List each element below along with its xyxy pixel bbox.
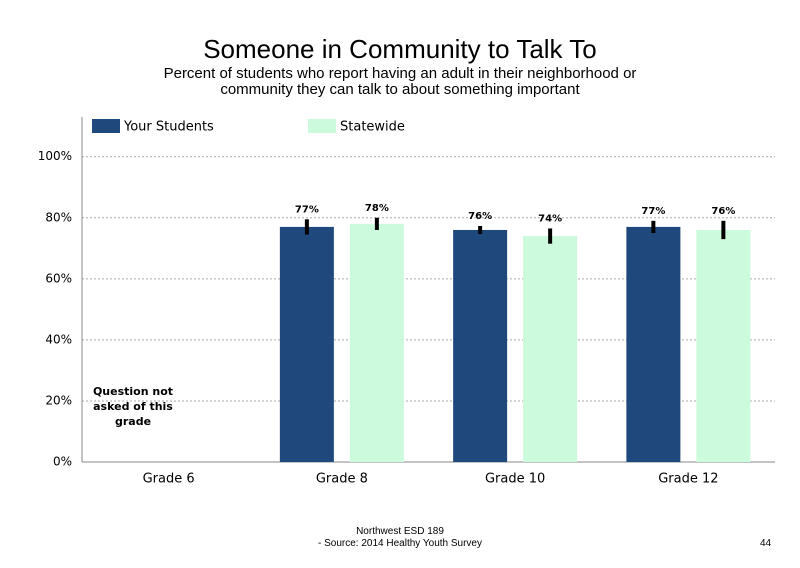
- bar: [523, 236, 578, 462]
- data-label: 78%: [365, 203, 389, 214]
- x-tick-label: Grade 6: [143, 472, 195, 487]
- data-label: 76%: [711, 206, 735, 217]
- bar: [279, 226, 334, 462]
- data-label: 77%: [295, 204, 319, 215]
- bar: [349, 223, 404, 462]
- x-tick-label: Grade 10: [485, 472, 545, 487]
- data-label: 77%: [641, 206, 665, 217]
- chart-subtitle: Percent of students who report having an…: [163, 66, 637, 98]
- data-label: 74%: [538, 213, 562, 224]
- annotation: Question not asked of this grade: [92, 385, 174, 428]
- chart-title: Someone in Community to Talk To: [203, 34, 597, 64]
- page-number: 44: [760, 538, 772, 549]
- bar: [696, 229, 751, 462]
- x-tick-label: Grade 12: [658, 472, 718, 487]
- legend-swatch: [308, 119, 336, 133]
- footer: Northwest ESD 189: [356, 526, 444, 537]
- y-tick-label: 60%: [45, 271, 72, 285]
- y-tick-label: 0%: [53, 455, 72, 469]
- bar: [453, 229, 508, 462]
- y-tick-label: 20%: [45, 393, 72, 407]
- bar: [626, 226, 681, 462]
- legend-label: Statewide: [340, 120, 405, 135]
- legend-swatch: [92, 119, 120, 133]
- x-tick-label: Grade 8: [316, 472, 368, 487]
- y-tick-label: 100%: [38, 149, 72, 163]
- y-tick-label: 40%: [45, 332, 72, 346]
- data-label: 76%: [468, 211, 492, 222]
- footer: - Source: 2014 Healthy Youth Survey: [318, 538, 482, 549]
- legend-label: Your Students: [123, 120, 214, 135]
- y-tick-label: 80%: [45, 210, 72, 224]
